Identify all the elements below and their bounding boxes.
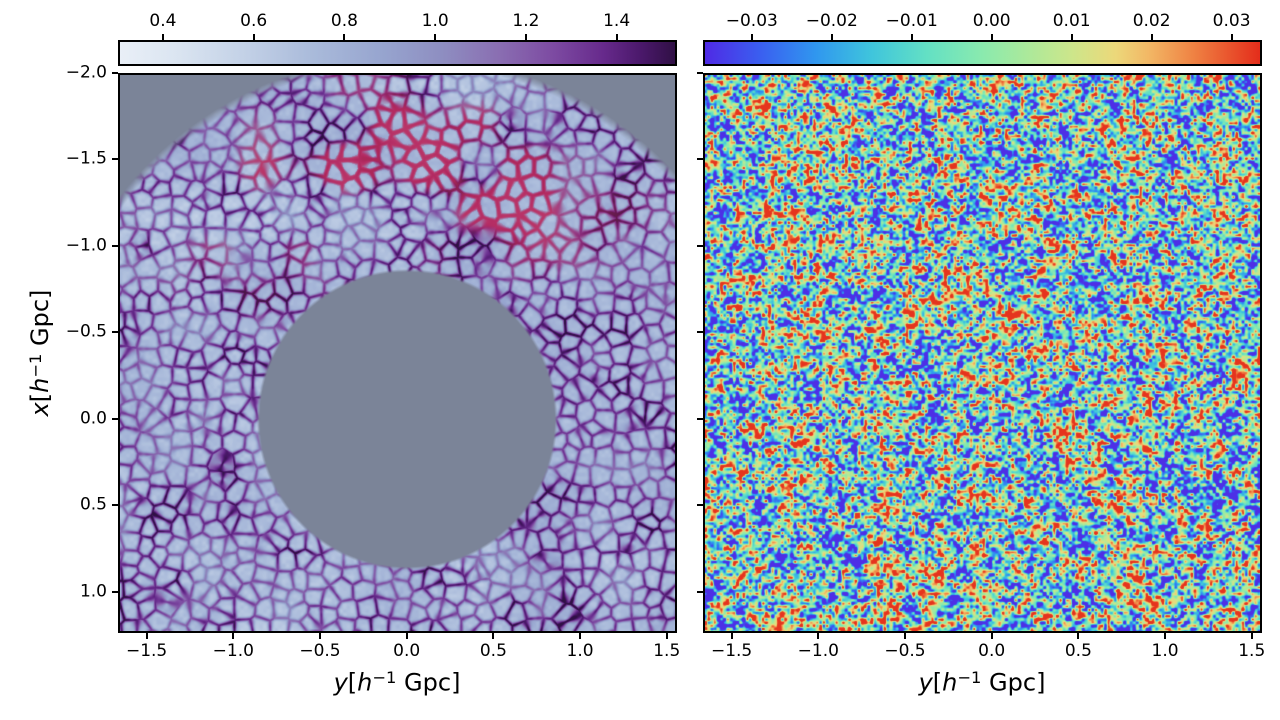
colorbar-tick-label: −0.01: [885, 11, 938, 31]
colorbar-tick-label: 0.01: [1052, 11, 1091, 31]
y-axis-label-bracket: [: [26, 392, 55, 403]
x-tick-mark: [405, 633, 408, 639]
x-tick-label: 0.0: [393, 641, 421, 661]
x-axis-label-unit: Gpc]: [981, 668, 1046, 697]
y-tick-label: −1.5: [65, 148, 107, 169]
x-tick-mark: [492, 633, 495, 639]
x-axis-label-bracket: [: [932, 668, 943, 697]
density-colorbar: [118, 40, 677, 66]
x-tick-label: 0.0: [978, 641, 1006, 661]
x-tick-label: 0.5: [1064, 641, 1092, 661]
x-tick-label: 0.5: [479, 641, 507, 661]
density-colorbar-gradient: [120, 42, 675, 64]
x-tick-label: 1.5: [1238, 641, 1266, 661]
x-tick-mark: [1250, 633, 1253, 639]
y-axis-label-unit: Gpc]: [26, 289, 55, 354]
residual-colorbar: [703, 40, 1262, 66]
y-axis-label-density: x[h−1 Gpc]: [25, 289, 55, 417]
x-tick-label: −1.5: [710, 641, 753, 661]
x-tick-label: 1.0: [1151, 641, 1179, 661]
colorbar-tick-label: 0.02: [1132, 11, 1171, 31]
x-tick-mark: [665, 633, 668, 639]
residual-colorbar-gradient: [705, 42, 1260, 64]
residual-heatmap-canvas: [705, 75, 1260, 631]
density-heatmap-canvas: [120, 75, 675, 631]
x-tick-mark: [579, 633, 582, 639]
colorbar-tick-label: 1.0: [421, 11, 449, 31]
y-tick-label: −1.0: [65, 235, 107, 256]
colorbar-tick-label: 0.4: [149, 11, 177, 31]
x-tick-label: −0.5: [884, 641, 926, 661]
x-tick-mark: [817, 633, 820, 639]
y-axis-label-h: h: [26, 377, 55, 393]
x-axis-label-density: y[h−1 Gpc]: [333, 668, 461, 697]
x-tick-mark: [903, 633, 906, 639]
y-axis-label-var: x: [26, 402, 55, 417]
y-tick-label: −2.0: [65, 62, 107, 83]
x-tick-mark: [232, 633, 235, 639]
x-tick-mark: [145, 633, 148, 639]
y-tick-label: 0.0: [79, 408, 107, 429]
x-axis-label-h: h: [942, 668, 958, 697]
x-axis-label-exponent: −1: [957, 668, 982, 687]
x-axis-label-var: y: [918, 668, 933, 697]
x-tick-label: −1.0: [797, 641, 839, 661]
x-tick-label: 1.5: [653, 641, 681, 661]
y-tick-label: 1.0: [79, 581, 107, 602]
x-axis-label-residual: y[h−1 Gpc]: [918, 668, 1046, 697]
y-tick-label: −0.5: [65, 321, 107, 342]
x-tick-mark: [730, 633, 733, 639]
colorbar-tick-label: 0.8: [330, 11, 358, 31]
x-tick-mark: [1164, 633, 1167, 639]
x-tick-mark: [318, 633, 321, 639]
colorbar-tick-label: −0.02: [805, 11, 858, 31]
colorbar-tick-label: 1.4: [603, 11, 631, 31]
x-axis-label-h: h: [357, 668, 373, 697]
x-tick-label: −0.5: [299, 641, 341, 661]
colorbar-tick-label: 1.2: [512, 11, 540, 31]
y-axis-label-exponent: −1: [25, 353, 45, 378]
x-axis-label-bracket: [: [347, 668, 358, 697]
x-tick-label: −1.0: [212, 641, 254, 661]
colorbar-tick-label: 0.00: [972, 11, 1011, 31]
x-axis-label-var: y: [333, 668, 348, 697]
colorbar-tick-label: 0.03: [1212, 11, 1251, 31]
y-tick-label: 0.5: [79, 494, 107, 515]
density-map-panel: [118, 73, 677, 633]
residual-map-panel: [703, 73, 1262, 633]
x-tick-mark: [1077, 633, 1080, 639]
colorbar-tick-label: −0.03: [725, 11, 778, 31]
x-axis-label-exponent: −1: [372, 668, 397, 687]
x-tick-label: −1.5: [125, 641, 168, 661]
x-tick-label: 1.0: [566, 641, 594, 661]
colorbar-tick-label: 0.6: [240, 11, 268, 31]
x-tick-mark: [990, 633, 993, 639]
x-axis-label-unit: Gpc]: [396, 668, 461, 697]
